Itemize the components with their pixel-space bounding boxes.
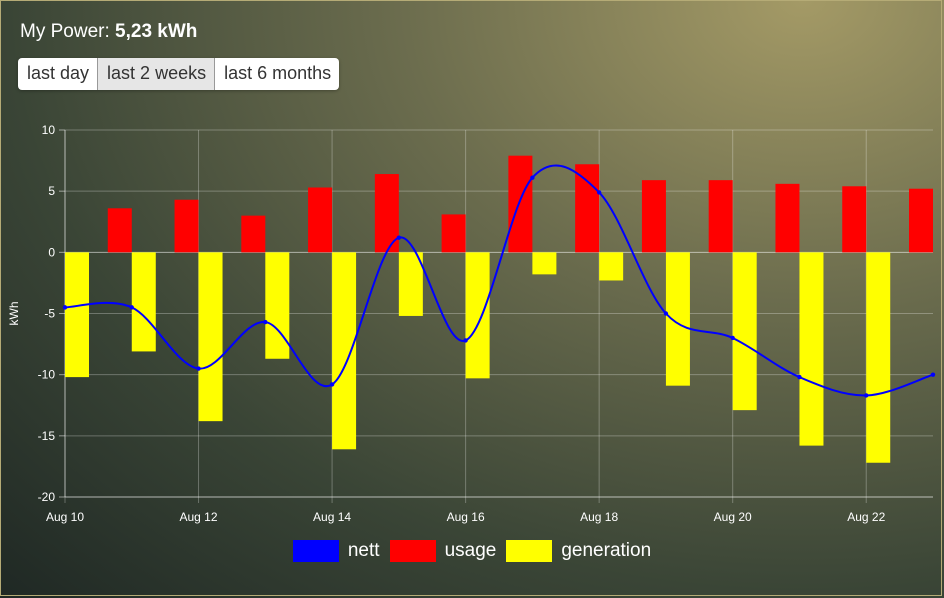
- y-tick-label: 5: [48, 184, 55, 198]
- chart-legend: nett usage generation: [0, 540, 944, 562]
- tab-last-2-weeks[interactable]: last 2 weeks: [98, 58, 216, 90]
- bar-usage: [107, 208, 132, 253]
- x-tick-label: Aug 12: [180, 510, 218, 524]
- y-tick-label: -5: [44, 307, 55, 321]
- nett-point: [530, 175, 535, 180]
- nett-point: [263, 319, 268, 325]
- nett-point: [129, 305, 134, 310]
- bar-usage: [308, 187, 333, 253]
- legend-item-nett[interactable]: nett: [292, 540, 380, 562]
- nett-point: [396, 235, 402, 240]
- nett-point: [196, 366, 201, 371]
- legend-swatch-usage: [389, 540, 436, 562]
- nett-point: [463, 338, 468, 343]
- bar-usage: [508, 155, 533, 253]
- bar-usage: [641, 180, 666, 253]
- x-tick-label: Aug 16: [447, 510, 485, 524]
- nett-point: [62, 305, 68, 310]
- tab-last-6-months[interactable]: last 6 months: [215, 58, 340, 90]
- bar-usage: [775, 183, 800, 253]
- legend-item-generation[interactable]: generation: [506, 540, 651, 562]
- bar-generation: [665, 252, 690, 386]
- y-axis-title: kWh: [7, 302, 21, 326]
- bar-generation: [866, 252, 891, 463]
- nett-line: [64, 164, 934, 397]
- nett-point: [864, 393, 869, 398]
- legend-swatch-generation: [506, 540, 553, 562]
- bar-generation: [65, 252, 89, 378]
- nett-point: [930, 372, 936, 377]
- y-tick-label: -10: [38, 368, 56, 382]
- legend-label-nett: nett: [347, 540, 380, 561]
- x-tick-label: Aug 22: [847, 510, 885, 524]
- bar-generation: [265, 252, 290, 359]
- x-tick-label: Aug 10: [46, 510, 84, 524]
- bar-usage: [441, 214, 466, 253]
- nett-point: [663, 311, 669, 316]
- legend-swatch-nett: [292, 540, 339, 562]
- bar-generation: [131, 252, 156, 352]
- bar-usage: [708, 180, 733, 253]
- bar-generation: [599, 252, 624, 281]
- bar-generation: [332, 252, 357, 450]
- y-tick-label: -20: [38, 490, 56, 504]
- bar-usage: [842, 186, 867, 253]
- legend-item-usage[interactable]: usage: [389, 540, 497, 562]
- bar-usage: [174, 199, 199, 253]
- title-label: My Power:: [20, 21, 110, 42]
- bar-usage: [909, 188, 933, 253]
- bar-usage: [241, 215, 266, 253]
- nett-point: [797, 374, 802, 380]
- x-tick-label: Aug 20: [714, 510, 752, 524]
- bar-generation: [799, 252, 824, 446]
- bar-generation: [732, 252, 757, 411]
- legend-label-usage: usage: [444, 540, 497, 561]
- bar-generation: [465, 252, 490, 379]
- y-tick-label: 0: [48, 245, 55, 259]
- bar-generation: [398, 252, 423, 316]
- nett-point: [329, 382, 335, 387]
- x-tick-label: Aug 18: [580, 510, 618, 524]
- bar-generation: [532, 252, 557, 275]
- nett-point: [596, 190, 602, 195]
- bar-generation: [198, 252, 223, 422]
- range-tabs: last day last 2 weeks last 6 months: [18, 58, 340, 90]
- tab-last-day[interactable]: last day: [18, 58, 99, 90]
- power-value: 5,23 kWh: [115, 21, 198, 42]
- y-tick-label: 10: [42, 123, 56, 137]
- y-tick-label: -15: [38, 429, 56, 443]
- page-title: My Power: 5,23 kWh: [20, 21, 197, 43]
- x-tick-label: Aug 14: [313, 510, 351, 524]
- legend-label-generation: generation: [561, 540, 652, 561]
- bar-usage: [575, 164, 600, 253]
- nett-point: [730, 335, 735, 341]
